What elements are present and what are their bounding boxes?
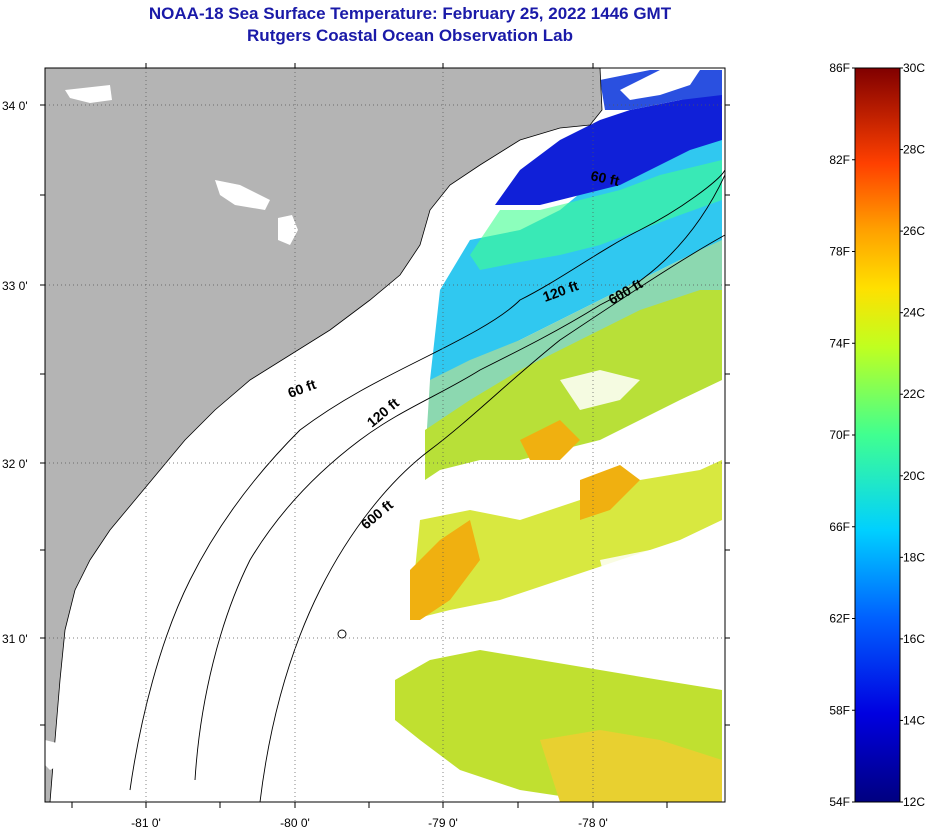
colorbar-label-c: 14C [903, 713, 925, 727]
chart-title: NOAA-18 Sea Surface Temperature: Februar… [148, 4, 672, 23]
colorbar-label-f: 74F [829, 336, 850, 350]
inland-water [278, 215, 298, 245]
lon-label: -79 0' [428, 816, 458, 830]
colorbar-label-c: 30C [903, 61, 925, 75]
colorbar-label-f: 78F [829, 245, 850, 259]
colorbar-label-c: 20C [903, 469, 925, 483]
lat-label: 32 0' [2, 457, 28, 471]
colorbar-label-f: 82F [829, 153, 850, 167]
lon-label: -80 0' [280, 816, 310, 830]
colorbar-label-f: 86F [829, 61, 850, 75]
colorbar-label-c: 12C [903, 795, 925, 809]
tick-marks [40, 63, 730, 808]
colorbar-label-f: 70F [829, 428, 850, 442]
inland-water [215, 180, 270, 210]
chart-subtitle: Rutgers Coastal Ocean Observation Lab [247, 26, 573, 45]
colorbar-labels-fahrenheit: 86F 82F 78F 74F 70F 66F 62F 58F 54F [829, 61, 850, 809]
sound-water [620, 70, 700, 100]
bathymetry-contours [129, 169, 725, 802]
lat-label: 34 0' [2, 99, 28, 113]
colorbar-label-c: 22C [903, 387, 925, 401]
colorbar-label-c: 26C [903, 224, 925, 238]
inland-water [45, 740, 70, 770]
colorbar-ticks [852, 67, 903, 803]
graticule [45, 68, 725, 802]
colorbar-label-f: 66F [829, 520, 850, 534]
lat-label: 31 0' [2, 632, 28, 646]
colorbar-label-c: 24C [903, 306, 925, 320]
lon-label: -81 0' [131, 816, 161, 830]
lat-label: 33 0' [2, 279, 28, 293]
colorbar-label-c: 18C [903, 550, 925, 564]
colorbar-label-c: 28C [903, 143, 925, 157]
lon-label: -78 0' [578, 816, 608, 830]
colorbar-label-f: 58F [829, 703, 850, 717]
contour-label-60ft: 60 ft [589, 167, 621, 189]
inland-water [65, 85, 112, 103]
colorbar-label-f: 54F [829, 795, 850, 809]
colorbar-label-c: 16C [903, 632, 925, 646]
colorbar [854, 67, 901, 803]
colorbar-label-f: 62F [829, 612, 850, 626]
land-mass [45, 68, 603, 802]
colorbar-labels-celsius: 30C 28C 26C 24C 22C 20C 18C 16C 14C 12C [903, 61, 925, 809]
map-frame [44, 67, 726, 803]
